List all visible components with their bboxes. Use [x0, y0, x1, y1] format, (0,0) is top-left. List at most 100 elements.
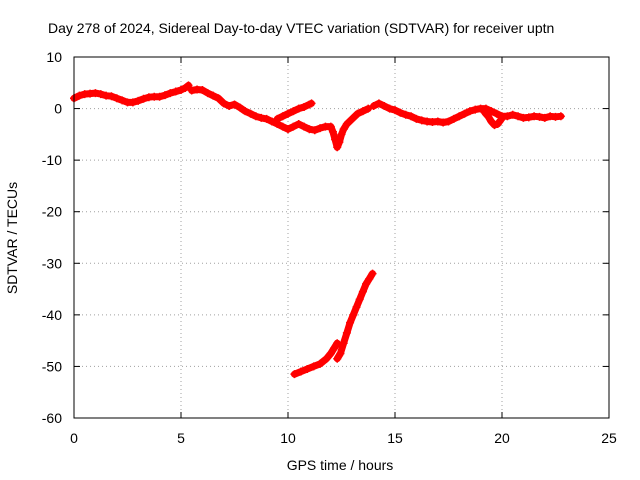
data-point — [296, 367, 305, 376]
data-point — [134, 96, 143, 105]
data-point — [336, 349, 345, 358]
data-point — [349, 310, 358, 319]
data-point — [203, 89, 212, 98]
data-point — [449, 114, 458, 123]
data-point — [305, 125, 314, 134]
data-point — [330, 344, 339, 353]
data-point — [284, 109, 292, 118]
data-point — [294, 120, 303, 129]
x-tick-label: 10 — [280, 430, 296, 446]
data-point — [365, 274, 374, 283]
data-point — [289, 107, 298, 116]
data-point — [337, 130, 346, 139]
data-point — [362, 279, 371, 288]
data-point — [187, 86, 196, 95]
data-point — [316, 124, 325, 133]
series-sat-b — [187, 85, 373, 152]
y-tick-label: -60 — [42, 410, 62, 426]
data-point — [278, 112, 287, 121]
data-point — [369, 101, 378, 110]
data-point — [290, 370, 299, 379]
data-point — [503, 112, 512, 121]
data-point — [267, 117, 276, 126]
data-point — [294, 104, 303, 113]
data-point — [335, 138, 344, 147]
data-point — [300, 122, 309, 131]
data-point — [508, 110, 517, 119]
plot-frame — [73, 56, 610, 419]
data-point — [209, 91, 218, 100]
data-point — [493, 120, 502, 129]
data-point — [128, 98, 137, 107]
data-point — [300, 103, 309, 112]
data-point — [225, 101, 234, 110]
data-point — [352, 303, 361, 312]
data-point — [556, 112, 565, 121]
data-point — [214, 94, 223, 103]
data-point — [358, 107, 367, 116]
data-point — [364, 104, 373, 113]
data-point — [251, 112, 260, 121]
data-point — [160, 91, 169, 100]
y-axis-label: SDTVAR / TECUs — [4, 182, 20, 294]
data-point — [241, 107, 250, 116]
series-sat-g — [333, 269, 377, 363]
data-point — [339, 125, 348, 134]
x-tick-label: 20 — [494, 430, 510, 446]
data-point — [492, 109, 501, 118]
series-sat-e — [480, 108, 505, 130]
data-point — [333, 354, 342, 363]
x-axis-label: GPS time / hours — [287, 457, 394, 473]
data-point — [96, 90, 105, 99]
data-point — [355, 295, 364, 304]
data-point — [198, 86, 207, 95]
data-point — [326, 349, 335, 358]
data-point — [540, 113, 549, 122]
data-point — [262, 114, 271, 123]
series-sat-a — [70, 81, 193, 107]
data-point — [289, 122, 298, 131]
data-point — [284, 125, 292, 134]
data-point — [310, 126, 319, 135]
data-point — [346, 318, 355, 327]
data-point — [230, 100, 239, 109]
x-tick-label: 15 — [387, 430, 403, 446]
data-point — [166, 89, 175, 98]
data-point — [524, 113, 533, 122]
y-tick-label: 10 — [46, 49, 62, 65]
data-series — [70, 81, 565, 379]
data-point — [412, 114, 421, 123]
data-point — [380, 101, 389, 110]
data-point — [460, 109, 469, 118]
series-sat-c — [273, 99, 316, 123]
data-point — [514, 112, 523, 121]
data-point — [171, 87, 180, 96]
data-point — [342, 328, 351, 337]
data-point — [139, 94, 148, 103]
data-point — [322, 354, 331, 363]
data-point — [439, 118, 448, 127]
data-point — [331, 135, 340, 144]
data-point — [391, 106, 399, 115]
data-point — [257, 113, 266, 122]
data-point — [307, 99, 316, 108]
data-point — [471, 105, 480, 114]
chart-title: Day 278 of 2024, Sidereal Day-to-day VTE… — [48, 20, 554, 36]
data-point — [328, 127, 337, 136]
data-point — [487, 107, 496, 116]
y-tick-label: -50 — [42, 358, 62, 374]
data-point — [273, 114, 282, 123]
data-point — [407, 112, 416, 121]
y-tick-label: 0 — [54, 101, 62, 117]
data-point — [91, 89, 100, 98]
data-point — [75, 91, 84, 100]
data-point — [496, 115, 505, 124]
data-point — [184, 81, 193, 90]
data-point — [401, 110, 410, 119]
data-point — [465, 107, 474, 116]
data-point — [374, 99, 383, 108]
data-point — [246, 109, 255, 118]
y-tick-label: -30 — [42, 255, 62, 271]
